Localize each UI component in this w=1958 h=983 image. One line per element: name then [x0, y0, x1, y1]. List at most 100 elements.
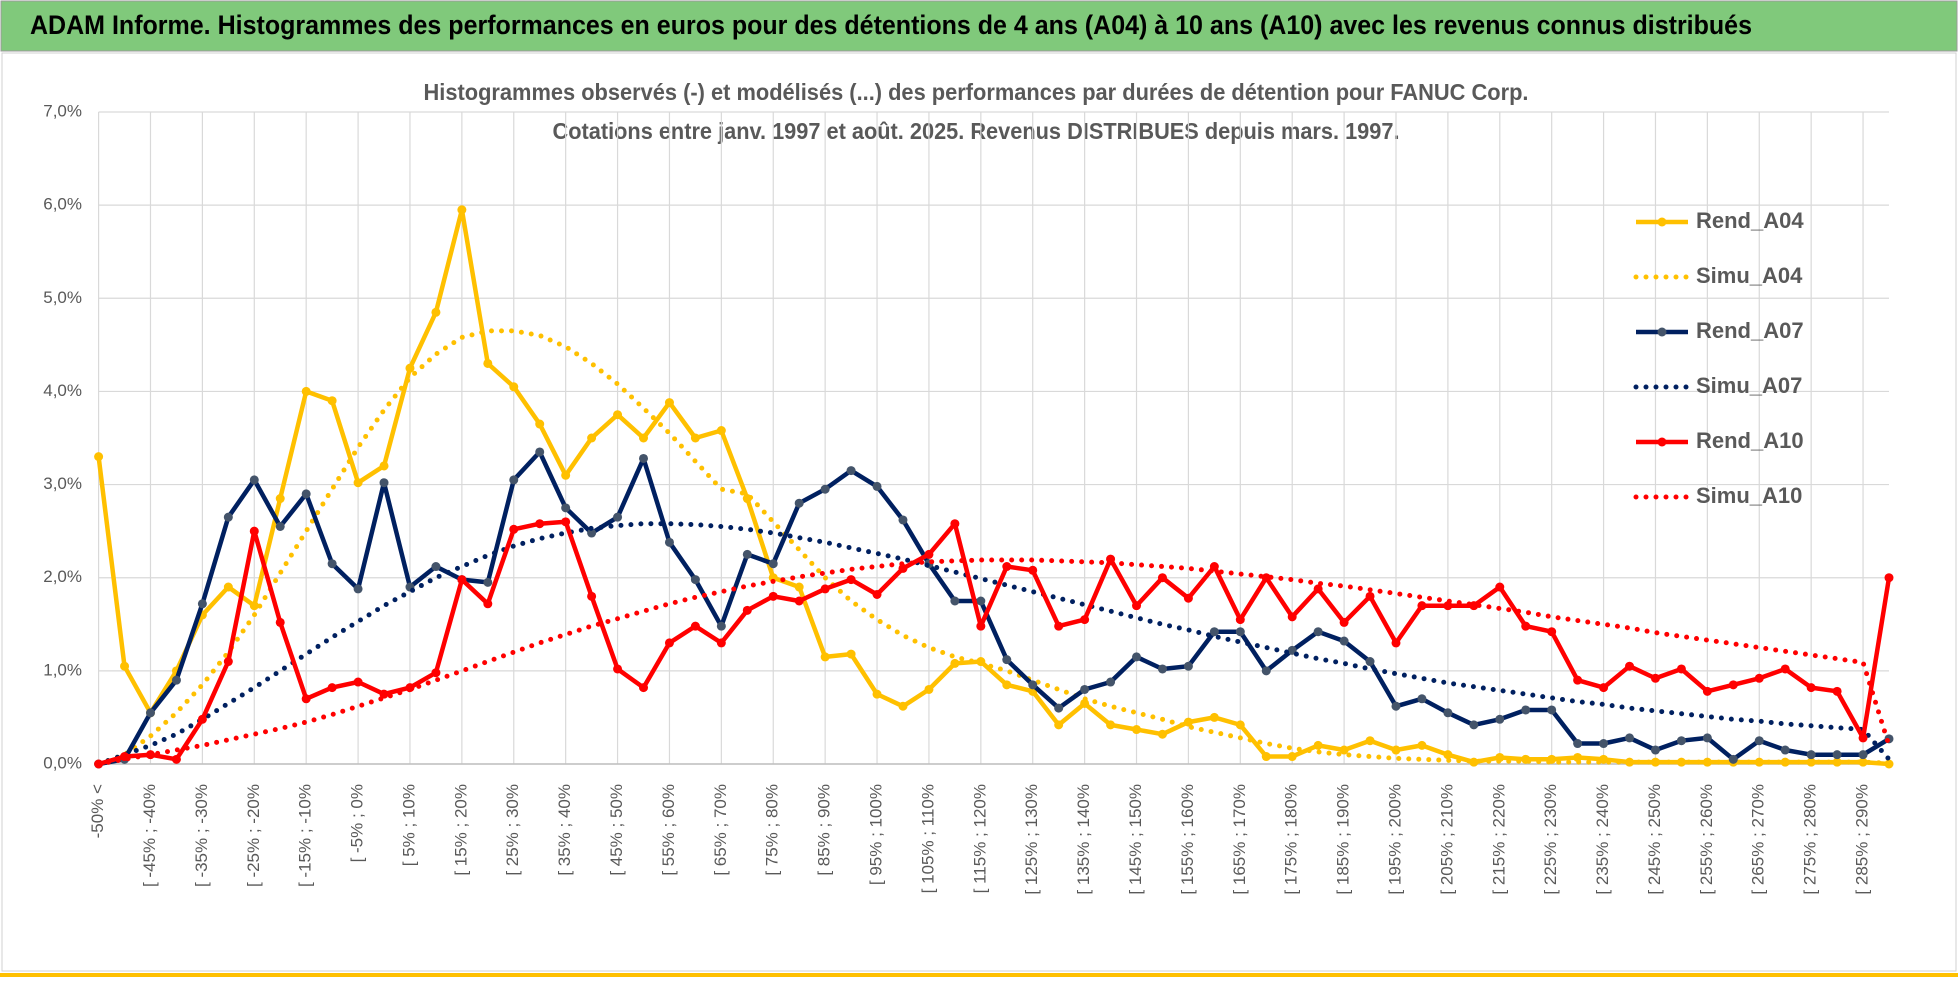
point: [561, 503, 571, 513]
point: [1132, 725, 1142, 735]
y-tick-label: 0,0%: [43, 753, 82, 772]
point: [587, 433, 597, 443]
point: [1028, 680, 1038, 690]
point: [483, 599, 493, 609]
point: [301, 386, 311, 396]
point: [1080, 698, 1090, 708]
point: [846, 649, 856, 659]
x-tick-label: [ 75% ; 80%: [763, 784, 782, 876]
point: [639, 683, 649, 693]
point: [1547, 705, 1557, 715]
y-tick-label: 1,0%: [43, 660, 82, 679]
point: [197, 599, 207, 609]
point: [976, 596, 986, 606]
x-tick-label: [ 5% ; 10%: [399, 784, 418, 866]
point: [1832, 750, 1842, 760]
point: [171, 675, 181, 685]
point: [1495, 714, 1505, 724]
header-title: ADAM Informe. Histogrammes des performan…: [30, 10, 1752, 40]
x-tick-label: [ 245% ; 250%: [1645, 784, 1664, 895]
point: [1806, 683, 1816, 693]
point: [1002, 680, 1012, 690]
point: [431, 307, 441, 317]
x-tick-label: [ 175% ; 180%: [1282, 784, 1301, 895]
point: [275, 521, 285, 531]
point: [716, 621, 726, 631]
point: [1754, 736, 1764, 746]
point: [1780, 664, 1790, 674]
point: [171, 754, 181, 764]
point: [1287, 752, 1297, 762]
point: [1417, 601, 1427, 611]
x-tick-label: [ 95% ; 100%: [867, 784, 886, 885]
point: [1521, 621, 1531, 631]
point: [223, 512, 233, 522]
point: [1469, 757, 1479, 767]
point: [1106, 677, 1116, 687]
point: [1443, 708, 1453, 718]
point: [509, 475, 519, 485]
point: [120, 661, 130, 671]
point: [1157, 664, 1167, 674]
point: [1728, 680, 1738, 690]
header-band: [0, 0, 1958, 52]
y-tick-label: 6,0%: [43, 195, 82, 214]
x-tick-label: -50% <: [88, 784, 107, 838]
x-tick-label: [ 35% ; 40%: [555, 784, 574, 876]
point: [587, 591, 597, 601]
point: [898, 515, 908, 525]
point: [431, 562, 441, 572]
point: [690, 575, 700, 585]
point: [846, 466, 856, 476]
point: [1391, 638, 1401, 648]
x-tick-label: [ -35% ; -30%: [192, 784, 211, 887]
point: [1080, 615, 1090, 625]
legend-label: Simu_A10: [1696, 483, 1802, 508]
point: [742, 549, 752, 559]
x-tick-label: [ 265% ; 270%: [1749, 784, 1768, 895]
point: [275, 617, 285, 627]
x-tick-label: [ 145% ; 150%: [1126, 784, 1145, 895]
point: [794, 596, 804, 606]
chart-frame: [1, 52, 1957, 972]
point: [924, 684, 934, 694]
point: [1858, 733, 1868, 743]
x-tick-label: [ 115% ; 120%: [970, 784, 989, 893]
point: [1832, 686, 1842, 696]
series-line: [96, 557, 1892, 767]
point: [1754, 673, 1764, 683]
point: [457, 205, 467, 215]
point: [1702, 733, 1712, 743]
point: [145, 708, 155, 718]
point: [950, 658, 960, 668]
legend-label: Rend_A04: [1696, 208, 1804, 233]
point: [1002, 562, 1012, 572]
point: [820, 484, 830, 494]
legend-label: Rend_A10: [1696, 428, 1804, 453]
point: [768, 559, 778, 569]
point: [249, 526, 259, 536]
point: [613, 410, 623, 420]
x-tick-label: [ 215% ; 220%: [1489, 784, 1508, 895]
point: [249, 475, 259, 485]
point: [872, 481, 882, 491]
point: [1780, 757, 1790, 767]
point: [1132, 652, 1142, 662]
x-tick-label: [ 185% ; 190%: [1334, 784, 1353, 895]
point: [431, 668, 441, 678]
x-tick-label: [ -25% ; -20%: [244, 784, 263, 887]
point: [1235, 627, 1245, 637]
point: [535, 419, 545, 429]
x-tick-label: [ 235% ; 240%: [1593, 784, 1612, 895]
point: [1339, 617, 1349, 627]
x-tick-label: [ 15% ; 20%: [451, 784, 470, 876]
point: [223, 582, 233, 592]
series-line: [96, 207, 1890, 767]
point: [1365, 591, 1375, 601]
point: [1599, 754, 1609, 764]
y-tick-label: 2,0%: [43, 567, 82, 586]
point: [898, 563, 908, 573]
point: [379, 689, 389, 699]
point: [1313, 740, 1323, 750]
point: [1573, 752, 1583, 762]
